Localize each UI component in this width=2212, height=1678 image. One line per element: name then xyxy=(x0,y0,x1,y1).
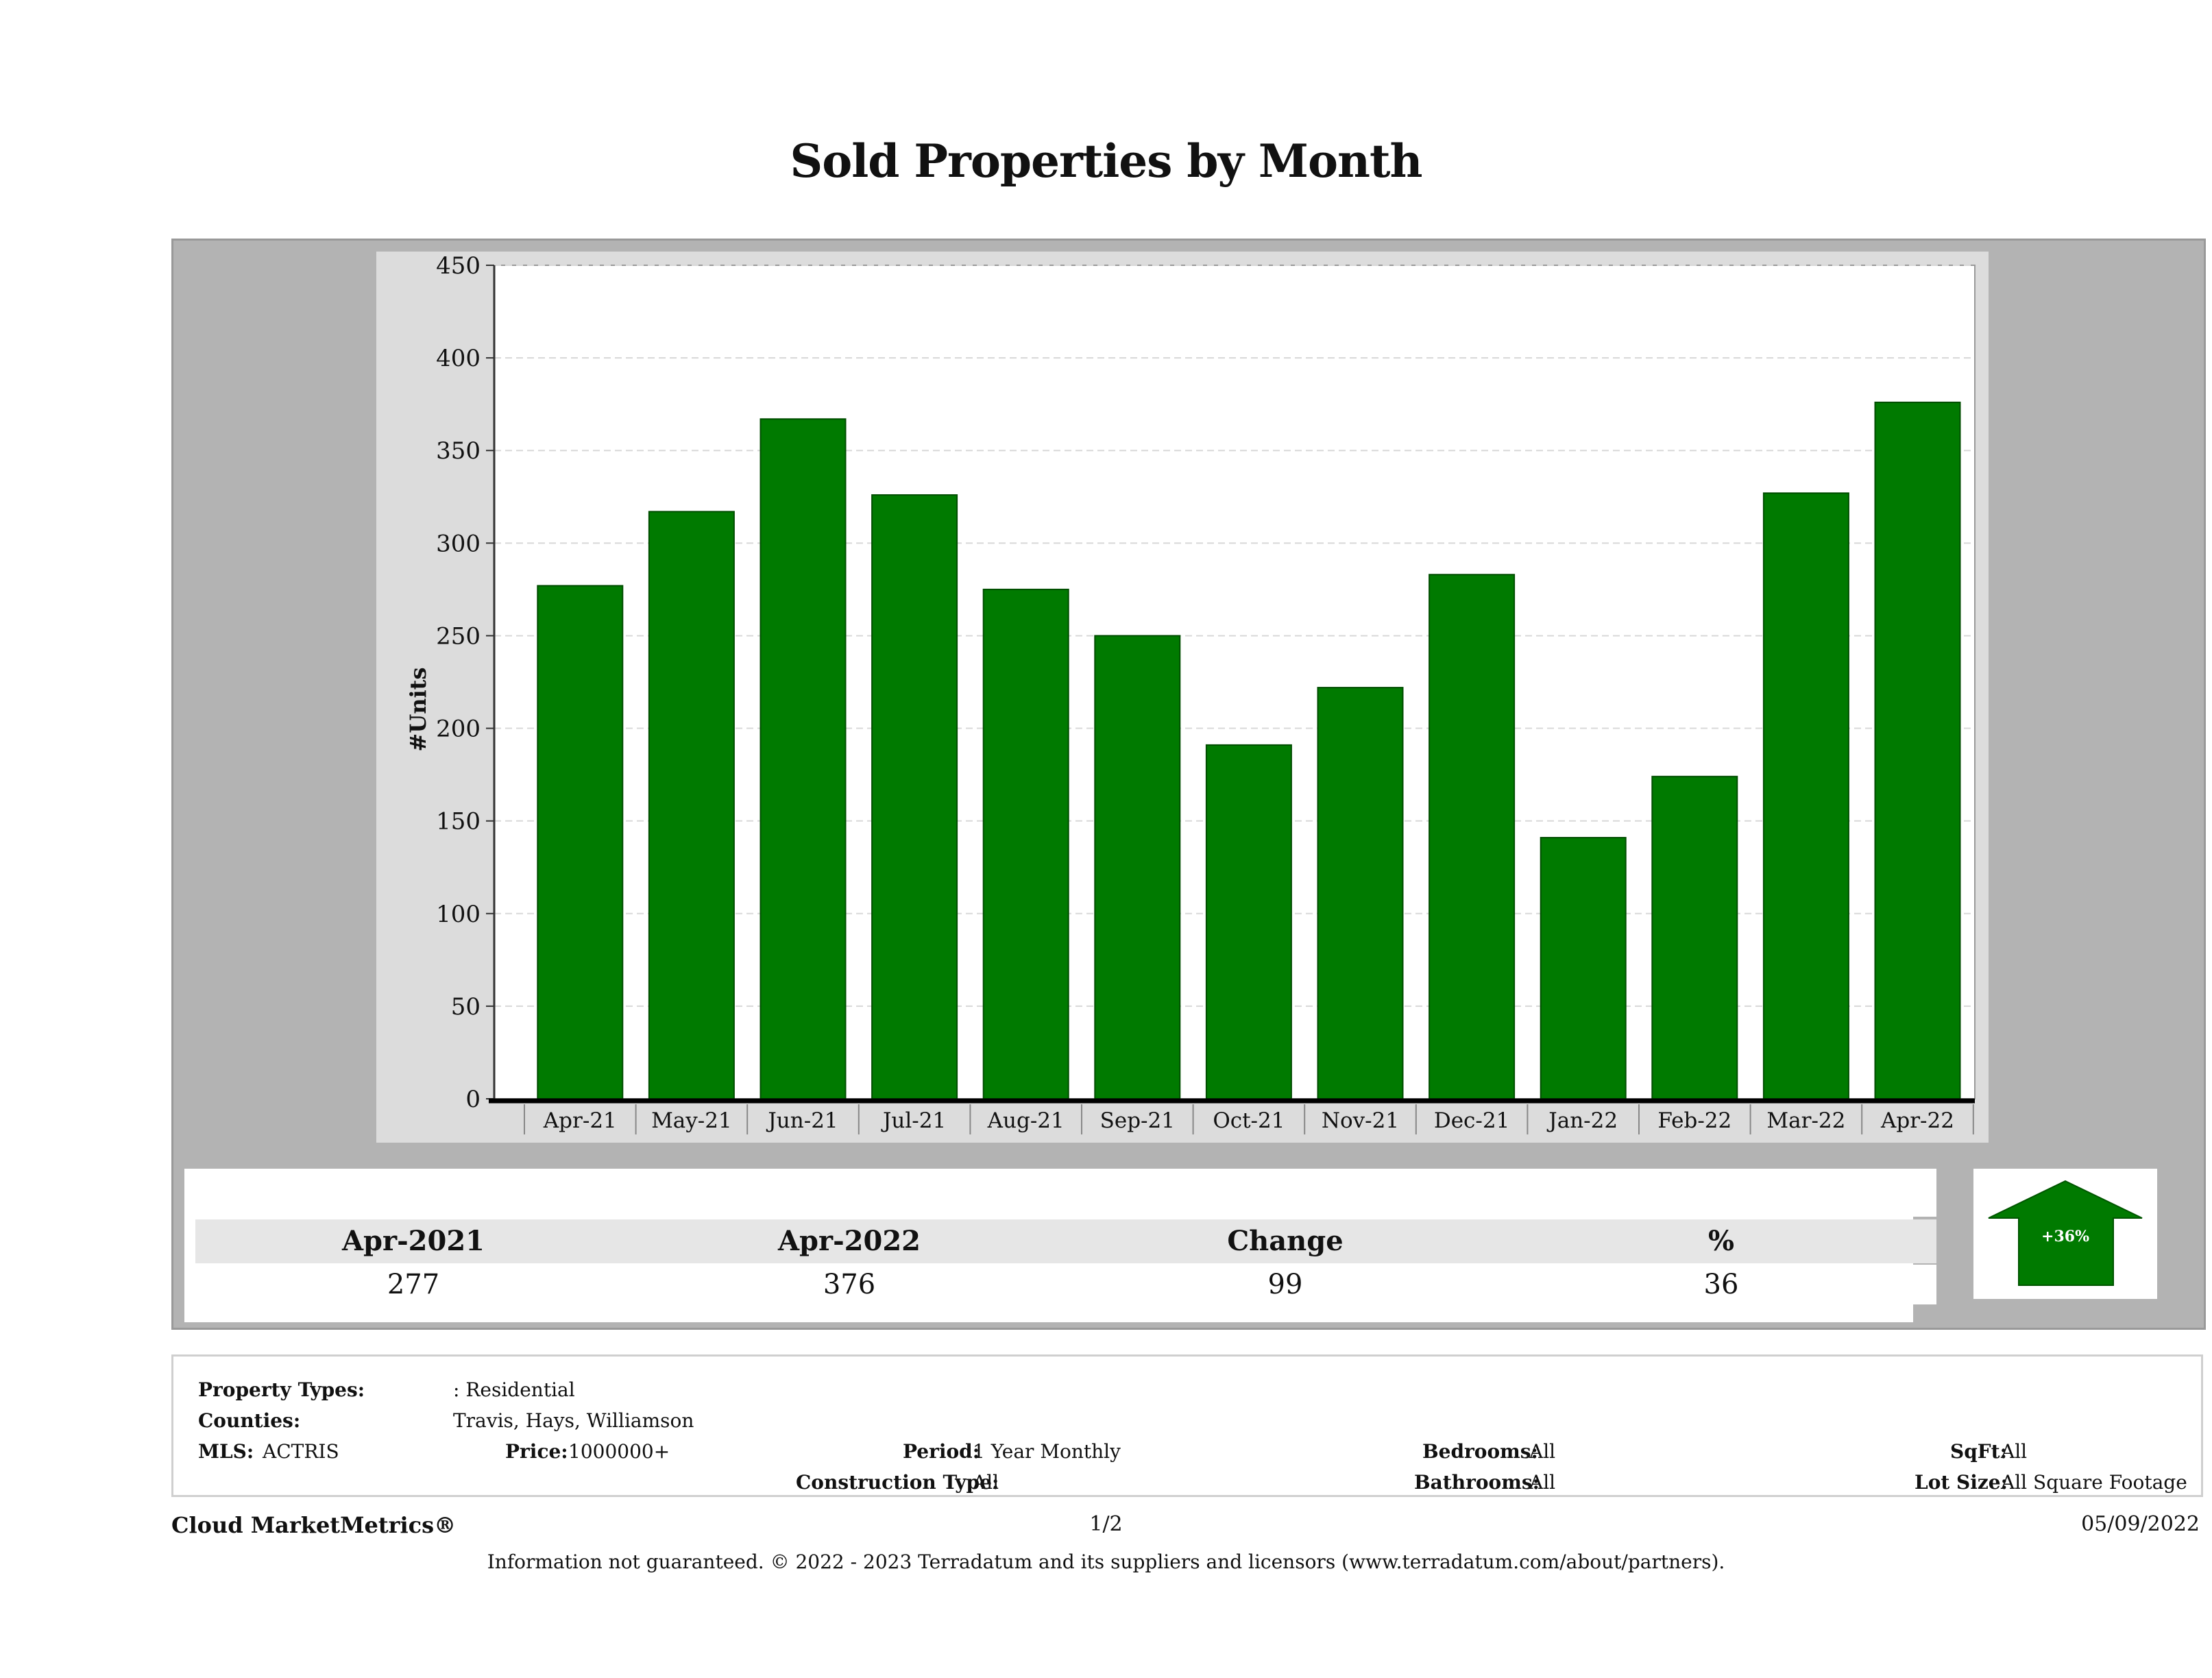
x-tick-label: Dec-21 xyxy=(1434,1108,1509,1133)
footer-brand: Cloud MarketMetrics® xyxy=(171,1512,457,1538)
property-types-label: Property Types: xyxy=(198,1378,365,1401)
bar xyxy=(1540,836,1627,1100)
x-tick-label: Jan-22 xyxy=(1546,1108,1618,1133)
plot-panel: 0 50 100 150 200 250 300 350 400 450 #Units Apr-21 M… xyxy=(376,252,1989,1143)
summary-value-change: 99 xyxy=(1267,1269,1303,1300)
x-tick-label: Jun-21 xyxy=(766,1108,838,1133)
summary-header-end: Apr-2022 xyxy=(777,1225,921,1257)
bar xyxy=(648,511,735,1099)
bar xyxy=(1205,744,1292,1099)
bar xyxy=(537,585,624,1099)
x-tick-label: Feb-22 xyxy=(1657,1108,1731,1133)
period-value: 1 Year Monthly xyxy=(973,1440,1121,1463)
summary-value-row: 277 376 99 36 xyxy=(195,1265,1936,1304)
bar xyxy=(1762,492,1849,1099)
mls-value: ACTRIS xyxy=(263,1440,339,1463)
summary-header-change: Change xyxy=(1227,1225,1344,1257)
x-tick-label: Nov-21 xyxy=(1322,1108,1399,1133)
summary-value-start: 277 xyxy=(387,1269,440,1300)
sqft-label: SqFt: xyxy=(1950,1440,2007,1463)
period-label: Period: xyxy=(903,1440,980,1463)
summary-header-start: Apr-2021 xyxy=(341,1225,485,1257)
bar xyxy=(871,494,958,1099)
construction-type-label: Construction Type: xyxy=(796,1471,999,1494)
y-tick-label: 0 xyxy=(465,1086,481,1113)
summary-value-end: 376 xyxy=(823,1269,876,1300)
x-tick-label: Jul-21 xyxy=(881,1108,946,1133)
change-badge: +36% xyxy=(1973,1169,2157,1299)
y-tick-label: 250 xyxy=(436,622,481,650)
summary-panel: Apr-2021 Apr-2022 Change % 277 376 99 36… xyxy=(184,1169,2157,1322)
lot-size-label: Lot Size: xyxy=(1915,1471,2008,1494)
bar xyxy=(982,588,1069,1099)
bathrooms-label: Bathrooms: xyxy=(1414,1471,1540,1494)
price-label: Price: xyxy=(505,1440,568,1463)
page-title: Sold Properties by Month xyxy=(790,134,1423,188)
arrow-up-icon xyxy=(1988,1180,2143,1286)
bedrooms-value: All xyxy=(1529,1440,1556,1463)
filters-panel: Property Types: : Residential Counties: … xyxy=(171,1354,2203,1497)
chart-frame: 0 50 100 150 200 250 300 350 400 450 #Units Apr-21 M… xyxy=(171,239,2206,1330)
y-tick-label: 200 xyxy=(436,716,481,743)
y-tick-label: 450 xyxy=(436,252,481,280)
y-axis-label: #Units xyxy=(405,668,431,752)
counties-value: Travis, Hays, Williamson xyxy=(453,1409,694,1432)
bar xyxy=(1317,687,1404,1099)
y-tick-label: 350 xyxy=(436,437,481,465)
summary-value-percent: 36 xyxy=(1703,1269,1739,1300)
x-tick-label: Aug-21 xyxy=(987,1108,1065,1133)
bar-chart: 0 50 100 150 200 250 300 350 400 450 #Units Apr-21 M… xyxy=(405,252,1976,1134)
y-tick-label: 400 xyxy=(436,345,481,372)
property-types-value: : Residential xyxy=(453,1378,575,1401)
counties-label: Counties: xyxy=(198,1409,301,1432)
bar xyxy=(1429,574,1516,1099)
sqft-value: All xyxy=(2001,1440,2028,1463)
x-tick-label: Oct-21 xyxy=(1213,1108,1285,1133)
y-tick-label: 150 xyxy=(436,808,481,836)
x-tick-label: Apr-22 xyxy=(1880,1108,1954,1133)
bar xyxy=(1651,775,1738,1100)
summary-blank-row xyxy=(195,1169,1936,1217)
x-tick-label: May-21 xyxy=(651,1108,732,1133)
summary-header-row: Apr-2021 Apr-2022 Change % xyxy=(195,1219,1936,1263)
price-value: 1000000+ xyxy=(568,1440,670,1463)
bar xyxy=(1094,635,1181,1099)
y-tick-label: 50 xyxy=(451,993,481,1021)
bedrooms-label: Bedrooms: xyxy=(1422,1440,1538,1463)
y-tick-label: 300 xyxy=(436,530,481,557)
footer-disclaimer: Information not guaranteed. © 2022 - 202… xyxy=(487,1551,1725,1573)
x-tick-label: Apr-21 xyxy=(543,1108,617,1133)
construction-type-value: All xyxy=(973,1471,999,1494)
bar xyxy=(759,418,847,1100)
footer-page-number: 1/2 xyxy=(1089,1512,1123,1536)
footer-date: 05/09/2022 xyxy=(2081,1512,2200,1536)
lot-size-value: All Square Footage xyxy=(2001,1471,2187,1494)
mls-label: MLS: xyxy=(198,1440,254,1463)
bar xyxy=(1874,401,1961,1100)
change-badge-label: +36% xyxy=(2041,1228,2089,1245)
summary-header-percent: % xyxy=(1707,1225,1734,1257)
bathrooms-value: All xyxy=(1529,1471,1556,1494)
y-tick-label: 100 xyxy=(436,901,481,928)
x-tick-label: Mar-22 xyxy=(1766,1108,1845,1133)
x-tick-label: Sep-21 xyxy=(1100,1108,1175,1133)
